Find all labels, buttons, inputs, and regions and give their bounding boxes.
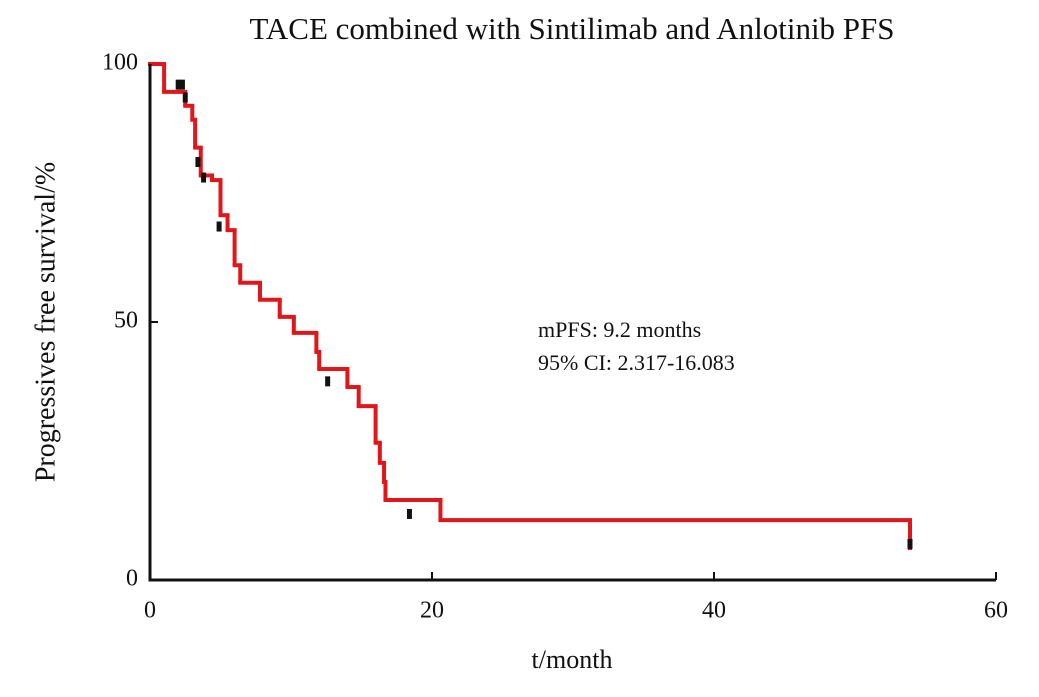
- y-tick-label: 100: [102, 50, 138, 76]
- y-tick-label: 50: [114, 308, 138, 334]
- censor-mark: [175, 79, 181, 90]
- x-tick-label: 20: [420, 598, 444, 624]
- x-axis-label: t/month: [532, 645, 613, 674]
- censor-mark: [216, 221, 222, 232]
- y-axis-label: Progressives free survival/%: [30, 162, 61, 482]
- x-tick-label: 60: [984, 598, 1008, 624]
- censor-mark: [406, 508, 412, 519]
- censor-mark: [182, 92, 188, 103]
- censor-mark: [907, 538, 913, 549]
- y-tick-label: 0: [126, 566, 138, 592]
- annotation: 95% CI: 2.317-16.083: [538, 350, 735, 375]
- censor-mark: [201, 172, 207, 183]
- annotation: mPFS: 9.2 months: [538, 317, 701, 342]
- censor-mark: [325, 376, 331, 387]
- chart-title: TACE combined with Sintilimab and Anloti…: [249, 11, 894, 46]
- x-tick-label: 0: [144, 598, 156, 624]
- censor-mark: [179, 79, 185, 90]
- censor-mark: [195, 157, 201, 168]
- x-tick-label: 40: [702, 598, 726, 624]
